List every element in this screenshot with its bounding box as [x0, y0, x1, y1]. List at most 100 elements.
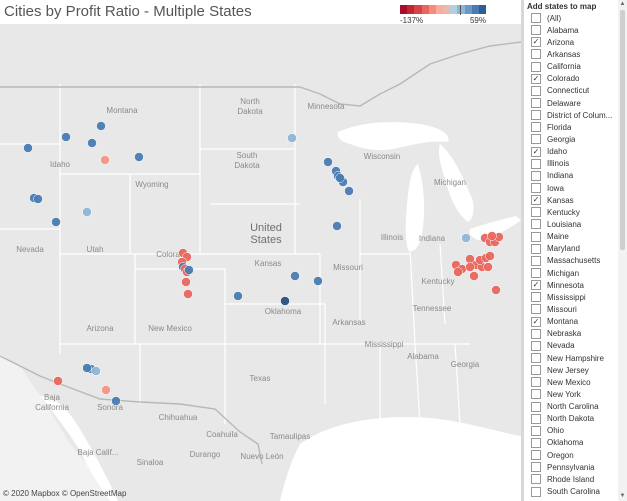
- filter-item[interactable]: Kentucky: [524, 206, 617, 218]
- checkbox[interactable]: [531, 231, 541, 242]
- checkbox[interactable]: [531, 110, 541, 121]
- checkbox[interactable]: ✓: [531, 73, 541, 84]
- checkbox[interactable]: [531, 85, 541, 96]
- checkbox[interactable]: [531, 61, 541, 72]
- city-point[interactable]: [183, 289, 193, 299]
- checkbox[interactable]: [531, 122, 541, 133]
- city-point[interactable]: [491, 285, 501, 295]
- checkbox[interactable]: [531, 207, 541, 218]
- city-point[interactable]: [96, 121, 106, 131]
- checkbox[interactable]: [531, 134, 541, 145]
- city-point[interactable]: [487, 231, 497, 241]
- checkbox[interactable]: [531, 328, 541, 339]
- checkbox[interactable]: [531, 13, 541, 24]
- checkbox[interactable]: [531, 474, 541, 485]
- checkbox[interactable]: [531, 450, 541, 461]
- filter-item[interactable]: Louisiana: [524, 218, 617, 230]
- filter-item[interactable]: Iowa: [524, 182, 617, 194]
- checkbox[interactable]: [531, 183, 541, 194]
- city-point[interactable]: [91, 366, 101, 376]
- filter-item[interactable]: New Jersey: [524, 364, 617, 376]
- city-point[interactable]: [51, 217, 61, 227]
- checkbox[interactable]: [531, 158, 541, 169]
- filter-item[interactable]: ✓ Montana: [524, 316, 617, 328]
- filter-item[interactable]: Mississippi: [524, 291, 617, 303]
- checkbox[interactable]: [531, 219, 541, 230]
- filter-item[interactable]: New York: [524, 388, 617, 400]
- filter-item[interactable]: Arkansas: [524, 48, 617, 60]
- city-point[interactable]: [335, 173, 345, 183]
- filter-item[interactable]: Rhode Island: [524, 473, 617, 485]
- city-point[interactable]: [100, 155, 110, 165]
- checkbox[interactable]: [531, 340, 541, 351]
- filter-item[interactable]: Nevada: [524, 340, 617, 352]
- city-point[interactable]: [313, 276, 323, 286]
- city-point[interactable]: [82, 207, 92, 217]
- checkbox[interactable]: [531, 486, 541, 497]
- filter-item[interactable]: Connecticut: [524, 85, 617, 97]
- filter-item[interactable]: Oregon: [524, 449, 617, 461]
- filter-item[interactable]: Indiana: [524, 170, 617, 182]
- city-point[interactable]: [323, 157, 333, 167]
- filter-item[interactable]: ✓ Minnesota: [524, 279, 617, 291]
- city-point[interactable]: [485, 251, 495, 261]
- city-point[interactable]: [469, 271, 479, 281]
- filter-item[interactable]: Florida: [524, 121, 617, 133]
- filter-item[interactable]: Missouri: [524, 303, 617, 315]
- city-point[interactable]: [33, 194, 43, 204]
- filter-item[interactable]: (All): [524, 12, 617, 24]
- filter-item[interactable]: South Carolina: [524, 485, 617, 497]
- filter-item[interactable]: ✓ Colorado: [524, 73, 617, 85]
- filter-item[interactable]: ✓ Arizona: [524, 36, 617, 48]
- color-legend[interactable]: -137% 59%: [400, 5, 487, 29]
- filter-item[interactable]: Maryland: [524, 243, 617, 255]
- checkbox[interactable]: [531, 243, 541, 254]
- checkbox[interactable]: [531, 292, 541, 303]
- filter-item[interactable]: District of Colum...: [524, 109, 617, 121]
- checkbox[interactable]: [531, 365, 541, 376]
- filter-item[interactable]: North Carolina: [524, 401, 617, 413]
- city-point[interactable]: [233, 291, 243, 301]
- filter-item[interactable]: California: [524, 61, 617, 73]
- checkbox[interactable]: [531, 425, 541, 436]
- filter-item[interactable]: Pennsylvania: [524, 461, 617, 473]
- checkbox[interactable]: [531, 255, 541, 266]
- filter-item[interactable]: Maine: [524, 231, 617, 243]
- city-point[interactable]: [181, 277, 191, 287]
- city-point[interactable]: [290, 271, 300, 281]
- filter-item[interactable]: New Mexico: [524, 376, 617, 388]
- filter-item[interactable]: Ohio: [524, 425, 617, 437]
- city-point[interactable]: [483, 262, 493, 272]
- filter-item[interactable]: New Hampshire: [524, 352, 617, 364]
- filter-item[interactable]: ✓ Kansas: [524, 194, 617, 206]
- filter-item[interactable]: North Dakota: [524, 413, 617, 425]
- city-point[interactable]: [465, 262, 475, 272]
- city-point[interactable]: [23, 143, 33, 153]
- city-point[interactable]: [111, 396, 121, 406]
- checkbox[interactable]: [531, 98, 541, 109]
- checkbox[interactable]: [531, 49, 541, 60]
- scroll-up-icon[interactable]: ▲: [619, 1, 626, 7]
- checkbox[interactable]: ✓: [531, 37, 541, 48]
- checkbox[interactable]: [531, 462, 541, 473]
- filter-item[interactable]: ✓ Idaho: [524, 146, 617, 158]
- city-point[interactable]: [53, 376, 63, 386]
- city-point[interactable]: [61, 132, 71, 142]
- filter-scrollbar[interactable]: ▲ ▼: [618, 0, 627, 501]
- map-attribution[interactable]: © 2020 Mapbox © OpenStreetMap: [3, 489, 127, 498]
- checkbox[interactable]: [531, 353, 541, 363]
- city-point[interactable]: [134, 152, 144, 162]
- checkbox[interactable]: ✓: [531, 195, 541, 206]
- city-point[interactable]: [280, 296, 290, 306]
- filter-item[interactable]: Oklahoma: [524, 437, 617, 449]
- checkbox[interactable]: [531, 437, 541, 448]
- filter-item[interactable]: Delaware: [524, 97, 617, 109]
- checkbox[interactable]: ✓: [531, 280, 541, 291]
- checkbox[interactable]: [531, 170, 541, 181]
- checkbox[interactable]: ✓: [531, 316, 541, 327]
- map-view[interactable]: North Dakota Minnesota Montana South Dakota Wi…: [0, 24, 521, 501]
- checkbox[interactable]: [531, 389, 541, 400]
- filter-item[interactable]: Michigan: [524, 267, 617, 279]
- city-point[interactable]: [344, 186, 354, 196]
- checkbox[interactable]: [531, 413, 541, 424]
